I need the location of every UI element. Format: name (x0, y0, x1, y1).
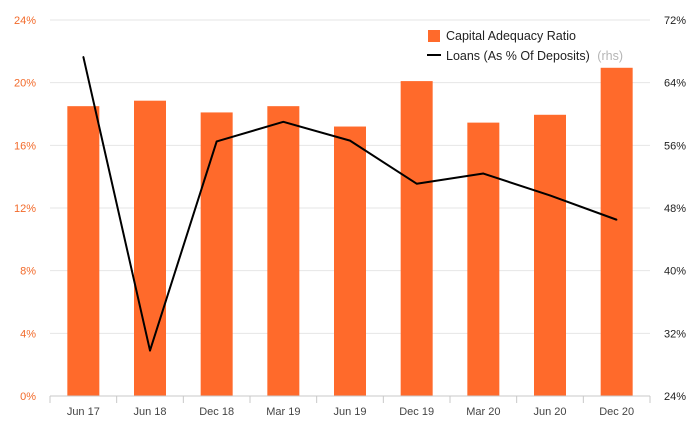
y-right-tick-label: 32% (664, 328, 686, 340)
x-tick-label: Mar 20 (466, 406, 500, 418)
bar (534, 114, 566, 397)
y-left-tick-label: 4% (20, 328, 36, 340)
bar-series-capital-adequacy (67, 67, 633, 397)
y-left-tick-label: 16% (14, 140, 36, 152)
y-right-tick-label: 56% (664, 140, 686, 152)
x-tick-label: Mar 19 (266, 406, 300, 418)
line-point (215, 140, 218, 143)
y-left-tick-label: 8% (20, 266, 36, 278)
x-tick-label: Dec 18 (199, 406, 234, 418)
line-point (482, 172, 485, 175)
x-tick-label: Jun 19 (333, 406, 366, 418)
axes: 0% 4% 8% 12% 16% 20% 24% 24% 32% 40% 48% 56% 64% 72% J… (14, 15, 686, 418)
line-point (349, 139, 351, 142)
legend-label-bar: Capital Adequacy Ratio (446, 29, 576, 43)
line-point (149, 349, 151, 352)
bar (134, 100, 166, 396)
line-point (282, 121, 285, 123)
legend-label-line: Loans (As % Of Deposits) (rhs) (446, 49, 623, 63)
legend: Capital Adequacy Ratio Loans (As % Of De… (427, 29, 623, 63)
bar (267, 106, 300, 397)
y-right-tick-label: 64% (664, 78, 686, 90)
x-tick-label: Jun 20 (533, 406, 566, 418)
y-right-tick-label: 40% (664, 266, 686, 278)
bar (200, 112, 233, 396)
x-tick-label: Jun 18 (133, 406, 166, 418)
y-left-tick-label: 0% (20, 391, 36, 403)
y-left-tick-label: 12% (14, 203, 36, 215)
bar (67, 106, 100, 397)
line-point (82, 56, 85, 58)
bar (334, 126, 366, 397)
legend-label-line-rhs: (rhs) (597, 49, 623, 63)
y-left-tick-label: 20% (14, 78, 36, 90)
x-tick-label: Jun 17 (67, 406, 100, 418)
line-point (549, 194, 551, 197)
line-point (415, 182, 418, 185)
line-series-loans (82, 56, 618, 352)
legend-label-line-name: Loans (As % Of Deposits) (446, 49, 590, 63)
x-tick-label: Dec 19 (399, 406, 434, 418)
y-left-tick-label: 24% (14, 15, 36, 27)
y-right-tick-label: 72% (664, 15, 686, 27)
bar (600, 67, 633, 397)
legend-swatch-bar (428, 30, 440, 42)
bar (400, 81, 433, 396)
line-point (615, 218, 618, 221)
x-tick-label: Dec 20 (599, 406, 634, 418)
y-right-tick-label: 24% (664, 391, 686, 403)
bar (467, 122, 500, 396)
y-right-tick-label: 48% (664, 203, 686, 215)
